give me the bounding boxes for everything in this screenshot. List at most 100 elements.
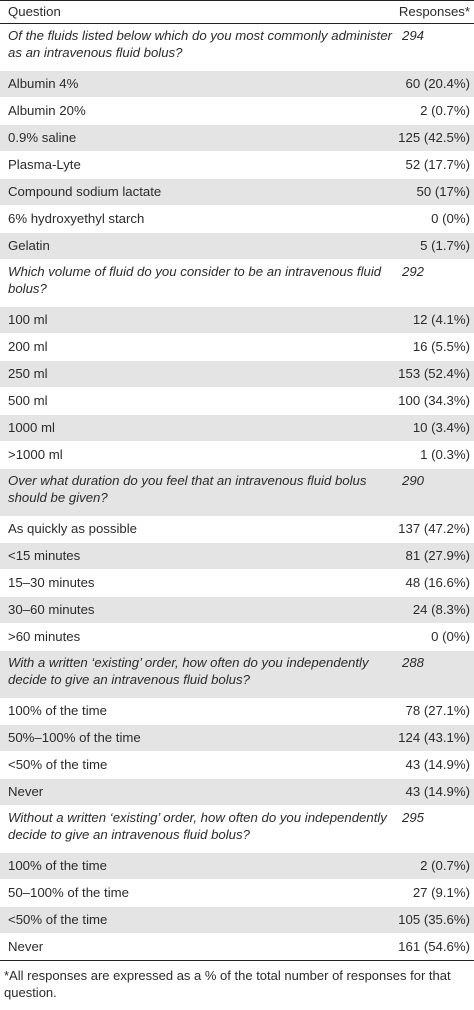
answer-label: As quickly as possible xyxy=(0,516,396,543)
answer-row: Plasma-Lyte 52 (17.7%) xyxy=(0,151,474,179)
question-column-header: Question xyxy=(0,0,396,24)
answer-row: 1000 ml 10 (3.4%) xyxy=(0,414,474,442)
answer-label: Albumin 20% xyxy=(0,97,396,125)
answer-label: <50% of the time xyxy=(0,906,396,934)
answer-count: 16 (5.5%) xyxy=(396,333,474,361)
answer-label: >60 minutes xyxy=(0,623,396,651)
answer-row: <50% of the time 43 (14.9%) xyxy=(0,751,474,779)
answer-label: 100 ml xyxy=(0,307,396,334)
responses-column-header: Responses* xyxy=(396,0,474,24)
question-row: Of the fluids listed below which do you … xyxy=(0,23,474,71)
table-body: Of the fluids listed below which do you … xyxy=(0,23,474,961)
answer-row: 15–30 minutes 48 (16.6%) xyxy=(0,569,474,597)
answer-label: 100% of the time xyxy=(0,698,396,725)
answer-label: 250 ml xyxy=(0,360,396,388)
answer-count: 12 (4.1%) xyxy=(396,307,474,334)
answer-count: 0 (0%) xyxy=(396,623,474,651)
question-text: Of the fluids listed below which do you … xyxy=(0,23,396,71)
question-total-responses: 295 xyxy=(396,805,474,853)
answer-row: Compound sodium lactate 50 (17%) xyxy=(0,178,474,206)
question-total-responses: 288 xyxy=(396,650,474,698)
answer-row: Never 43 (14.9%) xyxy=(0,778,474,806)
answer-count: 24 (8.3%) xyxy=(396,596,474,624)
answer-row: 50–100% of the time 27 (9.1%) xyxy=(0,879,474,907)
answer-row: <50% of the time 105 (35.6%) xyxy=(0,906,474,934)
answer-row: 50%–100% of the time 124 (43.1%) xyxy=(0,724,474,752)
answer-count: 78 (27.1%) xyxy=(396,698,474,725)
answer-label: 15–30 minutes xyxy=(0,569,396,597)
answer-label: Albumin 4% xyxy=(0,71,396,98)
answer-row: Gelatin 5 (1.7%) xyxy=(0,232,474,260)
answer-count: 1 (0.3%) xyxy=(396,441,474,469)
answer-count: 153 (52.4%) xyxy=(396,360,474,388)
answer-row: 250 ml 153 (52.4%) xyxy=(0,360,474,388)
answer-count: 52 (17.7%) xyxy=(396,151,474,179)
answer-row: 100 ml 12 (4.1%) xyxy=(0,307,474,334)
answer-label: 100% of the time xyxy=(0,853,396,880)
table-footnote: *All responses are expressed as a % of t… xyxy=(4,968,451,1000)
question-row: Which volume of fluid do you consider to… xyxy=(0,259,474,307)
question-row: Without a written ‘existing’ order, how … xyxy=(0,805,474,853)
answer-count: 10 (3.4%) xyxy=(396,414,474,442)
answer-label: Never xyxy=(0,933,396,961)
question-row: Over what duration do you feel that an i… xyxy=(0,468,474,516)
answer-label: Plasma-Lyte xyxy=(0,151,396,179)
answer-count: 43 (14.9%) xyxy=(396,778,474,806)
answer-count: 50 (17%) xyxy=(396,178,474,206)
answer-label: 6% hydroxyethyl starch xyxy=(0,205,396,233)
answer-count: 2 (0.7%) xyxy=(396,853,474,880)
answer-count: 161 (54.6%) xyxy=(396,933,474,961)
answer-row: 200 ml 16 (5.5%) xyxy=(0,333,474,361)
answer-label: 50%–100% of the time xyxy=(0,724,396,752)
answer-label: <50% of the time xyxy=(0,751,396,779)
answer-label: Never xyxy=(0,778,396,806)
question-text: With a written ‘existing’ order, how oft… xyxy=(0,650,396,698)
answer-label: 0.9% saline xyxy=(0,124,396,152)
answer-label: 500 ml xyxy=(0,387,396,415)
answer-label: 1000 ml xyxy=(0,414,396,442)
question-text: Without a written ‘existing’ order, how … xyxy=(0,805,396,853)
question-total-responses: 292 xyxy=(396,259,474,307)
answer-row: 6% hydroxyethyl starch 0 (0%) xyxy=(0,205,474,233)
survey-table: Question Responses* Of the fluids listed… xyxy=(0,0,474,961)
answer-count: 124 (43.1%) xyxy=(396,724,474,752)
answer-label: 50–100% of the time xyxy=(0,879,396,907)
answer-count: 27 (9.1%) xyxy=(396,879,474,907)
answer-label: >1000 ml xyxy=(0,441,396,469)
answer-label: 200 ml xyxy=(0,333,396,361)
answer-row: 100% of the time 2 (0.7%) xyxy=(0,853,474,880)
question-total-responses: 290 xyxy=(396,468,474,516)
answer-row: <15 minutes 81 (27.9%) xyxy=(0,542,474,570)
answer-row: 500 ml 100 (34.3%) xyxy=(0,387,474,415)
answer-row: As quickly as possible 137 (47.2%) xyxy=(0,516,474,543)
table-header-row: Question Responses* xyxy=(0,0,474,24)
answer-row: Never 161 (54.6%) xyxy=(0,933,474,961)
question-row: With a written ‘existing’ order, how oft… xyxy=(0,650,474,698)
answer-row: 100% of the time 78 (27.1%) xyxy=(0,698,474,725)
answer-row: Albumin 4% 60 (20.4%) xyxy=(0,71,474,98)
answer-count: 60 (20.4%) xyxy=(396,71,474,98)
answer-count: 2 (0.7%) xyxy=(396,97,474,125)
answer-label: 30–60 minutes xyxy=(0,596,396,624)
answer-count: 81 (27.9%) xyxy=(396,542,474,570)
answer-row: Albumin 20% 2 (0.7%) xyxy=(0,97,474,125)
answer-row: 30–60 minutes 24 (8.3%) xyxy=(0,596,474,624)
answer-count: 100 (34.3%) xyxy=(396,387,474,415)
answer-count: 43 (14.9%) xyxy=(396,751,474,779)
answer-count: 5 (1.7%) xyxy=(396,232,474,260)
answer-count: 48 (16.6%) xyxy=(396,569,474,597)
answer-row: 0.9% saline 125 (42.5%) xyxy=(0,124,474,152)
answer-count: 125 (42.5%) xyxy=(396,124,474,152)
answer-count: 105 (35.6%) xyxy=(396,906,474,934)
answer-row: >1000 ml 1 (0.3%) xyxy=(0,441,474,469)
answer-label: Gelatin xyxy=(0,232,396,260)
answer-row: >60 minutes 0 (0%) xyxy=(0,623,474,651)
question-text: Over what duration do you feel that an i… xyxy=(0,468,396,516)
answer-label: <15 minutes xyxy=(0,542,396,570)
question-total-responses: 294 xyxy=(396,23,474,71)
answer-count: 137 (47.2%) xyxy=(396,516,474,543)
question-text: Which volume of fluid do you consider to… xyxy=(0,259,396,307)
answer-label: Compound sodium lactate xyxy=(0,178,396,206)
answer-count: 0 (0%) xyxy=(396,205,474,233)
